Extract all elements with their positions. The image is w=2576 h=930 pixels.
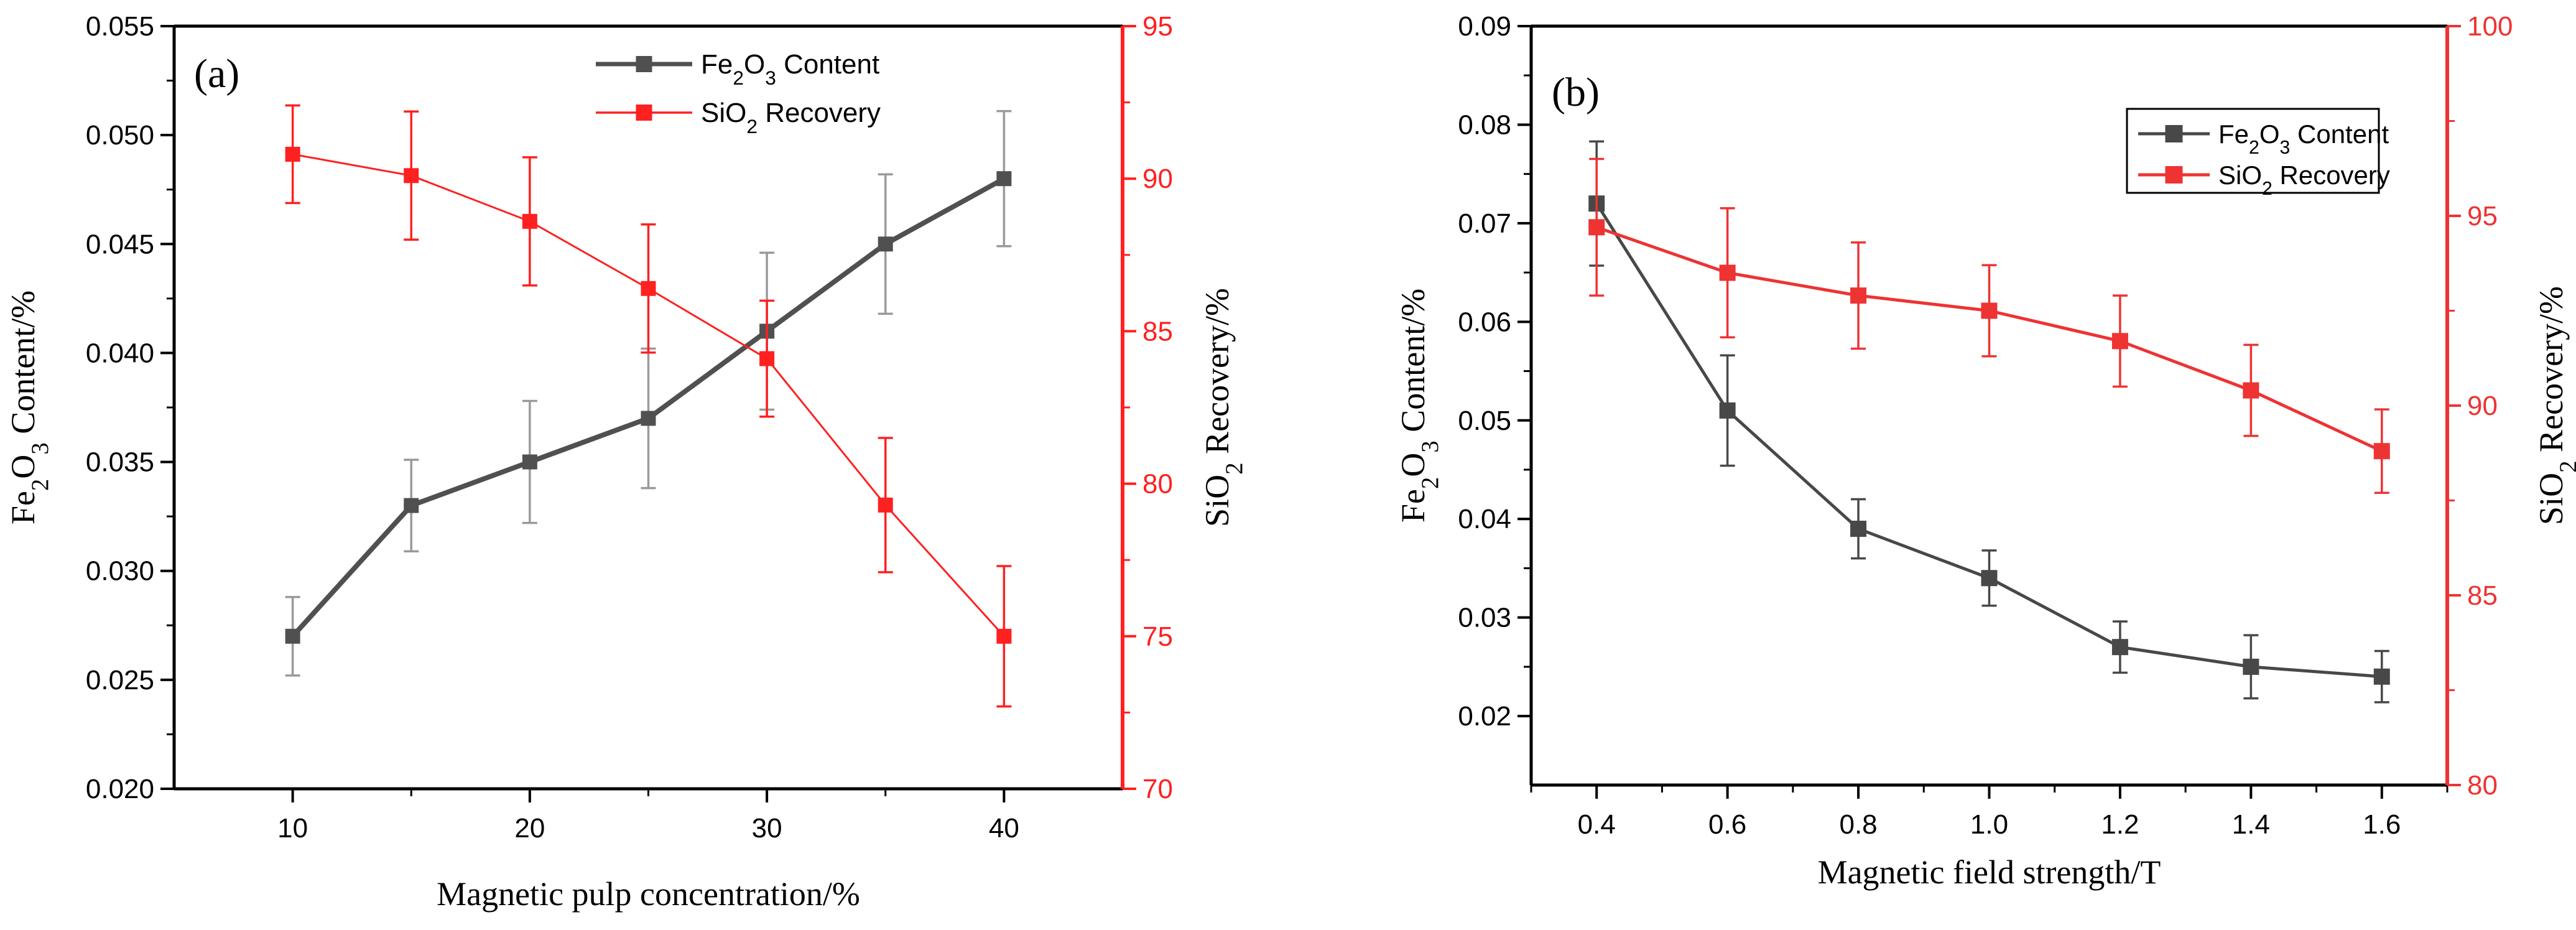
data-point-marker bbox=[1850, 287, 1867, 304]
left-y-tick-label: 0.050 bbox=[86, 120, 154, 151]
x-tick-label: 10 bbox=[277, 813, 308, 844]
left-y-tick-label: 0.08 bbox=[1458, 109, 1511, 140]
x-tick-label: 0.4 bbox=[1578, 809, 1616, 840]
right-y-tick-label: 85 bbox=[1142, 316, 1173, 346]
right-y-tick-label: 70 bbox=[1142, 774, 1173, 804]
data-point-marker bbox=[2111, 639, 2128, 656]
data-point-marker bbox=[1588, 219, 1605, 236]
x-tick-label: 30 bbox=[752, 813, 782, 844]
right-y-tick-label: 85 bbox=[2467, 580, 2498, 611]
right-y-tick-label: 75 bbox=[1142, 621, 1173, 652]
left-y-tick-label: 0.035 bbox=[86, 447, 154, 478]
left-y-tick-label: 0.040 bbox=[86, 338, 154, 368]
left-y-tick-label: 0.025 bbox=[86, 665, 154, 695]
legend-marker bbox=[636, 105, 652, 121]
legend-label: SiO2 Recovery bbox=[2218, 160, 2390, 199]
left-y-tick-label: 0.05 bbox=[1458, 406, 1511, 436]
x-tick-label: 0.6 bbox=[1708, 809, 1746, 840]
data-point-marker bbox=[1850, 521, 1867, 537]
right-y-tick-label: 95 bbox=[1142, 11, 1173, 42]
data-point-marker bbox=[878, 497, 893, 513]
legend-marker bbox=[2165, 166, 2183, 184]
data-point-marker bbox=[1719, 264, 1736, 281]
x-tick-label: 1.0 bbox=[1970, 809, 2008, 840]
left-y-tick-label: 0.045 bbox=[86, 229, 154, 259]
right-y-tick-label: 80 bbox=[2467, 770, 2498, 801]
right-y-tick-label: 95 bbox=[2467, 201, 2498, 231]
data-point-marker bbox=[1981, 570, 1998, 587]
data-point-marker bbox=[996, 628, 1012, 644]
data-point-marker bbox=[404, 168, 419, 184]
x-tick-label: 0.8 bbox=[1839, 809, 1877, 840]
x-tick-label: 40 bbox=[989, 813, 1019, 844]
left-y-axis-label: Fe2O3 Content/% bbox=[4, 291, 53, 524]
x-axis-label: Magnetic pulp concentration/% bbox=[437, 875, 860, 913]
data-point-marker bbox=[2373, 668, 2390, 685]
legend-marker bbox=[636, 56, 652, 72]
right-y-tick-label: 80 bbox=[1142, 469, 1173, 500]
right-y-tick-label: 90 bbox=[2467, 391, 2498, 421]
right-y-tick-label: 100 bbox=[2467, 11, 2513, 42]
data-point-marker bbox=[1981, 302, 1998, 319]
x-tick-label: 1.6 bbox=[2363, 809, 2401, 840]
chart-panel-b: 0.4 0.6 0.8 1.0 1.2 1.4 1.6 0.02 0.03 0.04 0.05 0.0… bbox=[1394, 11, 2576, 891]
left-y-tick-label: 0.055 bbox=[86, 11, 154, 42]
data-point-marker bbox=[641, 281, 656, 296]
data-point-marker bbox=[878, 236, 893, 252]
chart-panel-a: 10 20 30 40 0.020 0.025 0.030 0.035 0.040 0.045 0.… bbox=[4, 11, 1248, 913]
x-tick-label: 1.2 bbox=[2101, 809, 2139, 840]
panel-label: (a) bbox=[194, 51, 239, 96]
series-sio2-recovery bbox=[285, 104, 1012, 708]
data-point-marker bbox=[404, 498, 419, 513]
left-y-tick-label: 0.06 bbox=[1458, 307, 1511, 337]
legend-label: Fe2O3 Content bbox=[701, 49, 879, 89]
left-y-tick-label: 0.09 bbox=[1458, 11, 1511, 42]
x-axis-label: Magnetic field strength/T bbox=[1818, 853, 2161, 891]
data-point-marker bbox=[1719, 402, 1736, 419]
data-point-marker bbox=[2373, 443, 2390, 460]
data-point-marker bbox=[522, 213, 537, 229]
series-sio2-recovery bbox=[1588, 157, 2390, 495]
left-y-tick-label: 0.04 bbox=[1458, 504, 1511, 534]
x-tick-label: 1.4 bbox=[2232, 809, 2270, 840]
data-point-marker bbox=[996, 171, 1012, 187]
series-fe2o3-content bbox=[1588, 140, 2390, 704]
left-y-tick-label: 0.030 bbox=[86, 556, 154, 587]
left-y-tick-label: 0.07 bbox=[1458, 208, 1511, 239]
data-point-marker bbox=[522, 454, 537, 470]
data-point-marker bbox=[285, 628, 300, 644]
x-tick-label: 20 bbox=[514, 813, 545, 844]
legend: Fe2O3 Content SiO2 Recovery bbox=[596, 49, 881, 137]
data-point-marker bbox=[2243, 382, 2259, 399]
panel-label: (b) bbox=[1552, 70, 1600, 115]
data-point-marker bbox=[759, 351, 775, 366]
data-point-marker bbox=[2111, 333, 2128, 350]
right-y-axis-label: SiO2 Recovery/% bbox=[1198, 288, 1248, 527]
left-y-tick-label: 0.03 bbox=[1458, 603, 1511, 633]
left-y-axis-label: Fe2O3 Content/% bbox=[1394, 289, 1443, 523]
series-fe2o3-content bbox=[285, 109, 1012, 677]
data-point-marker bbox=[641, 411, 656, 426]
legend-marker bbox=[2165, 125, 2183, 142]
data-point-marker bbox=[2243, 658, 2259, 675]
left-y-tick-label: 0.020 bbox=[86, 774, 154, 804]
right-y-axis-label: SiO2 Recovery/% bbox=[2532, 286, 2576, 525]
legend-label: SiO2 Recovery bbox=[701, 98, 881, 137]
legend-label: Fe2O3 Content bbox=[2218, 119, 2389, 158]
right-y-tick-label: 90 bbox=[1142, 164, 1173, 194]
data-point-marker bbox=[285, 146, 300, 162]
left-y-tick-label: 0.02 bbox=[1458, 701, 1511, 732]
